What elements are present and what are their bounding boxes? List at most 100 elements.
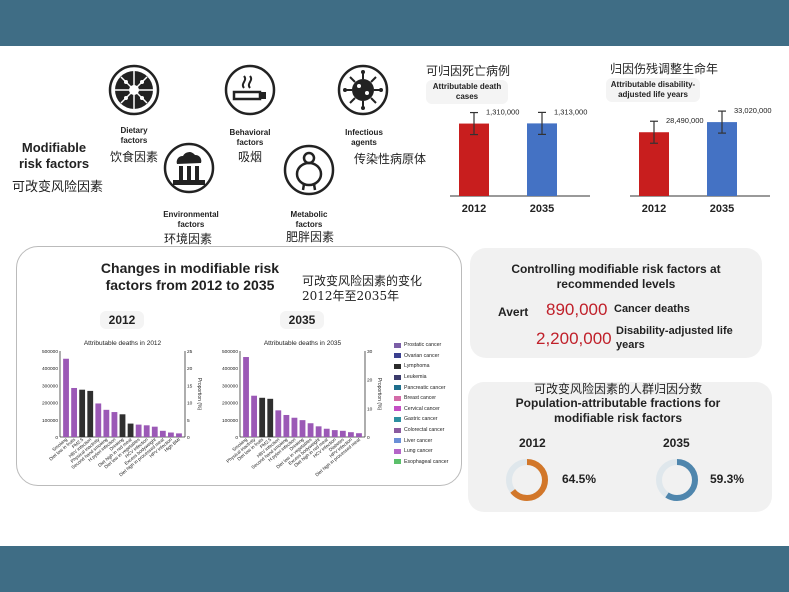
legend-label: Colorectal cancer: [404, 427, 445, 434]
att2035-bar: [315, 426, 322, 437]
paf-2012-year: 2012: [519, 436, 546, 450]
kpi1-title-cn: 可归因死亡病例: [426, 64, 511, 78]
att2035-ytick: 200000: [222, 401, 238, 407]
att2012-bar: [111, 412, 118, 437]
att2035-y2tick: 30: [367, 349, 373, 355]
dietary-icon: [108, 64, 160, 116]
legend-label: Ovarian cancer: [404, 352, 440, 359]
legend-label: Leukemia: [404, 374, 427, 381]
changes-title: Changes in modifiable risk factors from …: [100, 260, 280, 293]
att2035-bar: [291, 417, 298, 437]
att2012-y2tick: 5: [187, 418, 190, 424]
legend-label: Liver cancer: [404, 437, 433, 444]
metabolic-label: Metabolic factors: [290, 210, 328, 229]
cancer-legend: Prostatic cancer Ovarian cancer Lymphoma Le…: [394, 340, 460, 467]
legend-swatch: [394, 416, 401, 422]
year-2035-tag: 2035: [280, 311, 324, 329]
avert-deaths-label: Cancer deaths: [614, 303, 690, 315]
att2035-y2-label: Proportion (%): [376, 378, 382, 411]
legend-swatch: [394, 427, 401, 433]
behavioral-label-cn: 吸烟: [237, 150, 262, 164]
att2035-bar: [323, 428, 330, 437]
legend-item: Gastric cancer: [394, 414, 460, 425]
legend-swatch: [394, 438, 401, 444]
kpi1-value-label: 1,313,000: [554, 107, 587, 116]
att2012-y2tick: 0: [187, 435, 190, 441]
risk-factors-title-cn: 可改变风险因素: [12, 180, 104, 195]
att2035-ytick: 100000: [222, 418, 238, 424]
kpi1-category-label: 2012: [462, 203, 486, 215]
att2012-ytick: 100000: [42, 418, 58, 424]
paf-2035-value: 59.3%: [710, 472, 745, 486]
control-panel: [470, 248, 762, 358]
att2012-ytick: 200000: [42, 401, 58, 407]
att2012-y2tick: 15: [187, 383, 193, 389]
kpi1-category-label: 2035: [530, 203, 554, 215]
kpi1-chart: 1,310,000 2012 1,313,000 2035: [450, 107, 590, 215]
att2012-bar: [87, 390, 94, 437]
att2012-y2-label: Proportion (%): [196, 378, 202, 411]
year-2012-tag: 2012: [100, 311, 144, 329]
legend-swatch: [394, 395, 401, 401]
legend-label: Prostatic cancer: [404, 342, 442, 349]
kpi1-tag: Attributable death cases: [426, 80, 508, 104]
paf-title-cn: 可改变风险因素的人群归因分数: [533, 382, 702, 396]
control-title: Controlling modifiable risk factors at r…: [511, 262, 721, 291]
att2035-bar: [259, 397, 266, 437]
legend-swatch: [394, 448, 401, 454]
donut-arc: [656, 459, 698, 501]
factory-pollution-icon: [163, 142, 215, 194]
att2012-bar: [63, 358, 69, 437]
att2012-bar: [159, 430, 166, 437]
kpi1-value-label: 1,310,000: [486, 108, 519, 117]
att2012-y2tick: 10: [187, 401, 193, 407]
legend-swatch: [394, 385, 401, 391]
kpi2-tag: Attributable disability-adjusted life ye…: [606, 78, 700, 102]
att2012-bar: [103, 409, 110, 437]
att2035-ytick: 0: [235, 435, 238, 441]
att2012-bar: [71, 387, 78, 437]
legend-item: Lung cancer: [394, 446, 460, 457]
att2012-ytick: 500000: [42, 349, 58, 355]
att2012-y2tick: 20: [187, 366, 193, 372]
att2012-bar: [151, 426, 158, 437]
legend-item: Breast cancer: [394, 393, 460, 404]
changes-title-cn: 可改变风险因素的变化 2012年至2035年: [302, 274, 423, 303]
att2012-ytick: 300000: [42, 383, 58, 389]
avert-daly-value: 2,200,000: [536, 329, 612, 348]
kpi2-title-cn: 归因伤残调整生命年: [610, 62, 719, 76]
att2012-ytick: 400000: [42, 366, 58, 372]
legend-label: Cervical cancer: [404, 405, 440, 412]
attributable-deaths-2012-chart: Attributable deaths in 2012 0 100000 200000…: [42, 340, 202, 477]
att2035-ytick: 500000: [222, 349, 238, 355]
legend-item: Pancreatic cancer: [394, 382, 460, 393]
legend-item: Colorectal cancer: [394, 425, 460, 436]
att2012-title: Attributable deaths in 2012: [84, 340, 162, 347]
att2012-bar: [79, 389, 86, 437]
att2035-bar: [275, 410, 282, 437]
paf-2035-year: 2035: [663, 436, 690, 450]
att2035-ytick: 300000: [222, 383, 238, 389]
attributable-deaths-2035-chart: Attributable deaths in 2035 0 100000 200000…: [222, 340, 382, 477]
att2012-ytick: 0: [55, 435, 58, 441]
att2035-bar: [307, 423, 314, 437]
legend-label: Breast cancer: [404, 395, 437, 402]
kpi2-value-label: 33,020,000: [734, 106, 772, 115]
legend-label: Pancreatic cancer: [404, 384, 446, 391]
att2012-bar: [135, 424, 142, 437]
att2035-bar: [267, 398, 274, 437]
att2035-bar: [356, 433, 362, 437]
top-band: [0, 0, 789, 46]
avert-label: Avert: [498, 305, 529, 319]
legend-swatch: [394, 342, 401, 348]
legend-item: Cervical cancer: [394, 404, 460, 415]
bottom-band: [0, 546, 789, 592]
smoking-icon: [224, 64, 276, 116]
legend-item: Liver cancer: [394, 435, 460, 446]
legend-label: Gastric cancer: [404, 416, 438, 423]
legend-swatch: [394, 406, 401, 412]
att2035-bar: [283, 414, 290, 437]
kpi1-bar-2035: [527, 123, 557, 196]
att2012-bar: [119, 414, 126, 437]
att2035-y2tick: 0: [367, 435, 370, 441]
